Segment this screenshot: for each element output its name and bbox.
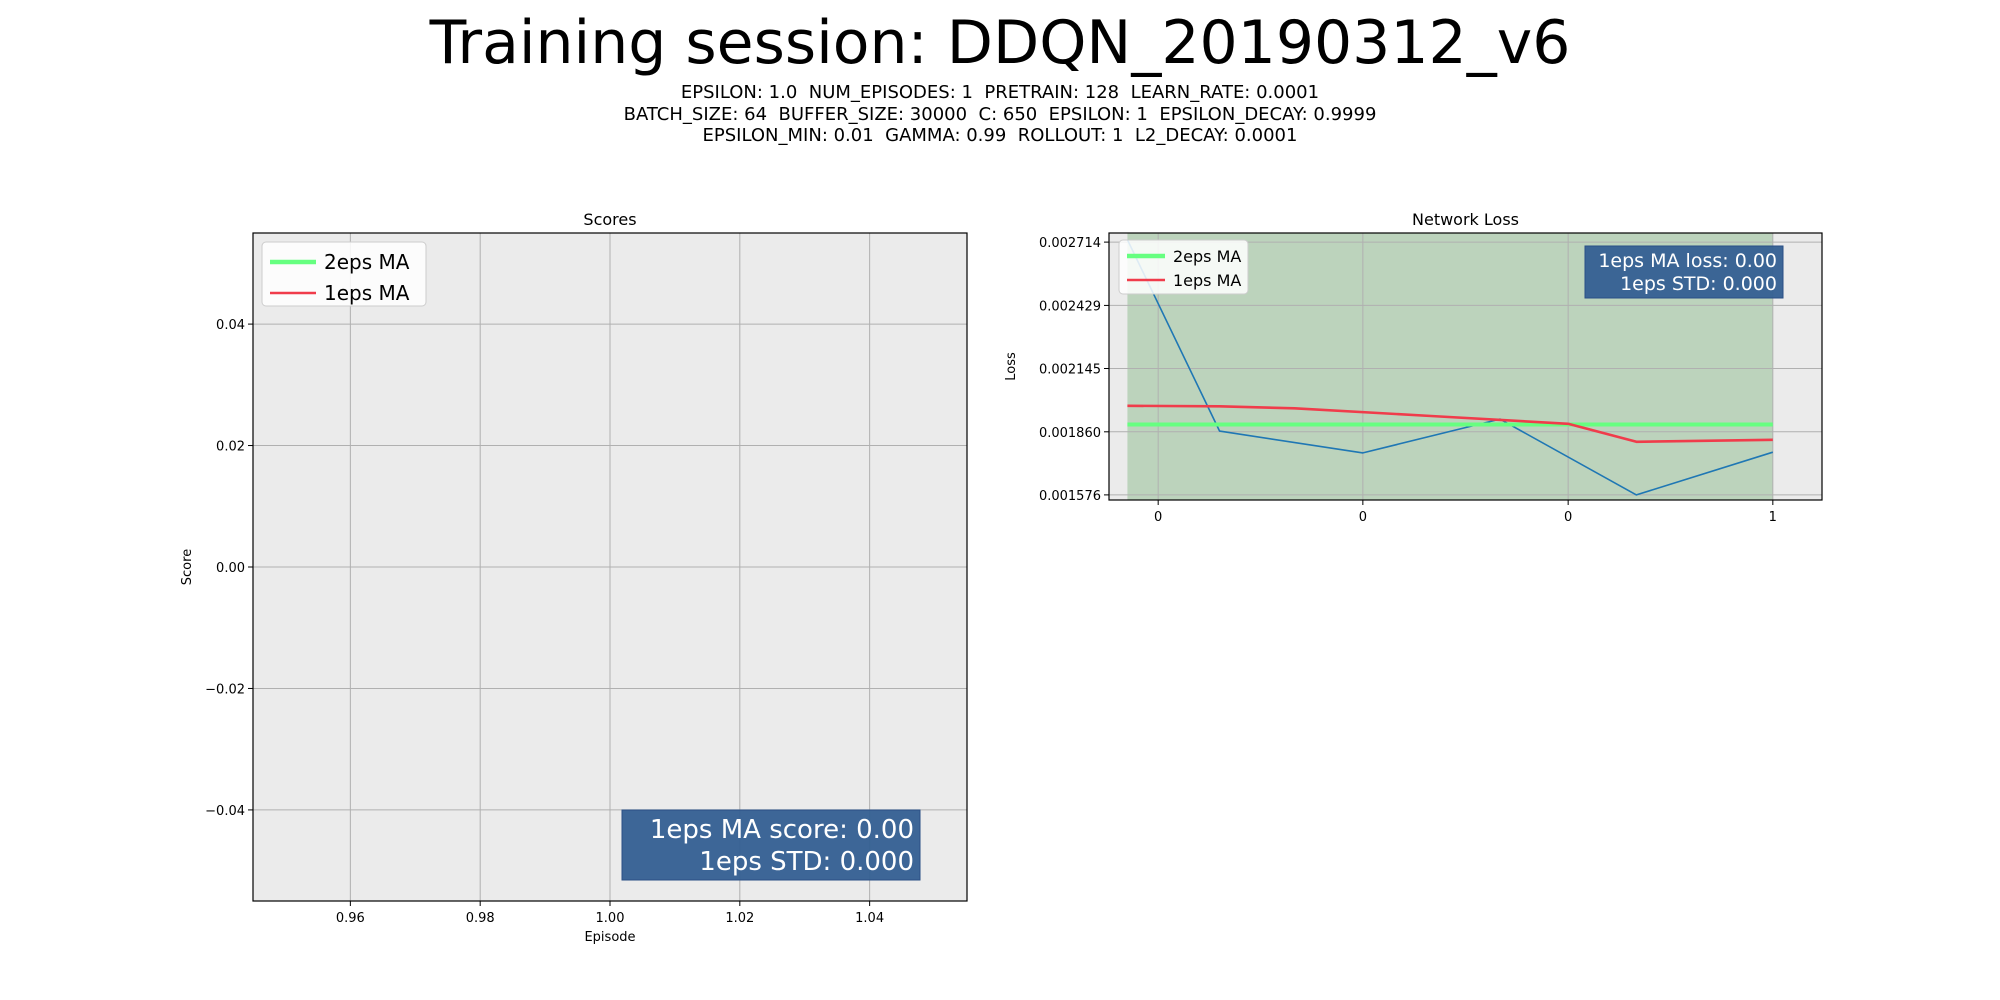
y-tick-label: 0.00 — [216, 561, 245, 576]
stats-text: 1eps STD: 0.000 — [699, 847, 914, 877]
legend-label: 2eps MA — [324, 250, 410, 274]
legend-label: 1eps MA — [1173, 271, 1241, 290]
hyperparameter-line: EPSILON: 1.0 NUM_EPISODES: 1 PRETRAIN: 1… — [680, 82, 1320, 103]
x-tick-label: 0.98 — [466, 911, 495, 926]
stats-text: 1eps MA score: 0.00 — [650, 815, 914, 845]
x-tick-label: 1.00 — [596, 911, 625, 926]
y-axis-label: Score — [180, 549, 195, 585]
hyperparameter-summary: EPSILON: 1.0 NUM_EPISODES: 1 PRETRAIN: 1… — [0, 82, 2000, 147]
legend-label: 2eps MA — [1173, 247, 1241, 266]
y-tick-label: −0.02 — [205, 682, 245, 697]
y-tick-label: 0.02 — [216, 440, 245, 455]
x-tick-label: 0.96 — [336, 911, 365, 926]
page-title: Training session: DDQN_20190312_v6 — [429, 8, 1571, 78]
x-tick-label: 0 — [1564, 510, 1572, 525]
y-tick-label: 0.002714 — [1039, 236, 1101, 251]
stats-text: 1eps STD: 0.000 — [1620, 273, 1777, 295]
y-tick-label: 0.002429 — [1039, 299, 1101, 314]
y-tick-label: 0.001576 — [1039, 489, 1101, 504]
stats-text: 1eps MA loss: 0.00 — [1598, 250, 1777, 272]
hyperparameter-line: EPSILON_MIN: 0.01 GAMMA: 0.99 ROLLOUT: 1… — [702, 125, 1298, 146]
stats-box — [621, 809, 921, 881]
chart-title: Network Loss — [1412, 210, 1519, 229]
y-tick-label: 0.001860 — [1039, 426, 1101, 441]
legend-label: 1eps MA — [324, 281, 410, 305]
x-tick-label: 1.02 — [725, 911, 754, 926]
y-tick-label: 0.04 — [216, 318, 245, 333]
plot-frame — [1108, 232, 1823, 501]
x-tick-label: 1.04 — [855, 911, 884, 926]
x-axis-label: Episode — [584, 930, 635, 945]
y-tick-label: 0.002145 — [1039, 362, 1101, 377]
chart-title: Scores — [583, 210, 636, 229]
legend-box — [261, 241, 427, 307]
x-tick-label: 0 — [1154, 510, 1162, 525]
x-tick-label: 1 — [1769, 510, 1777, 525]
stats-box — [1584, 245, 1784, 299]
hyperparameter-line: BATCH_SIZE: 64 BUFFER_SIZE: 30000 C: 650… — [623, 103, 1377, 125]
series-line-raw-loss — [1126, 239, 1774, 496]
y-tick-label: −0.04 — [205, 804, 245, 819]
y-axis-label: Loss — [1004, 352, 1019, 381]
x-tick-label: 0 — [1359, 510, 1367, 525]
series-line-1eps-ma — [1127, 404, 1773, 444]
